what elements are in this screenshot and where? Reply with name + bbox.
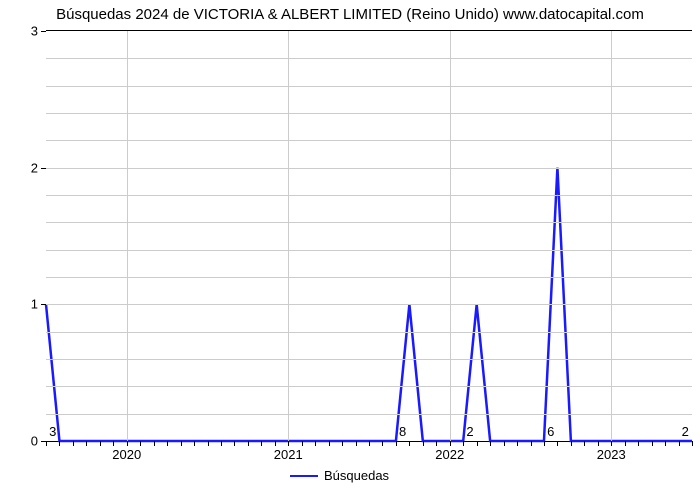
gridline-vertical bbox=[611, 31, 612, 441]
chart-title: Búsquedas 2024 de VICTORIA & ALBERT LIMI… bbox=[0, 6, 700, 23]
x-axis-tick-mark bbox=[234, 441, 235, 446]
x-axis-tick-mark bbox=[450, 441, 451, 446]
x-axis-tick-mark bbox=[248, 441, 249, 446]
gridline-vertical bbox=[127, 31, 128, 441]
x-axis-tick-mark bbox=[652, 441, 653, 446]
gridline-horizontal-minor bbox=[46, 222, 692, 223]
x-axis-tick-mark bbox=[611, 441, 612, 446]
plot-area: 0123202020212022202338262 bbox=[46, 30, 692, 442]
x-axis-tick-mark bbox=[490, 441, 491, 446]
gridline-horizontal bbox=[46, 168, 692, 169]
x-axis-tick-mark bbox=[369, 441, 370, 446]
x-axis-tick-mark bbox=[409, 441, 410, 446]
gridline-horizontal-minor bbox=[46, 386, 692, 387]
gridline-horizontal-minor bbox=[46, 414, 692, 415]
gridline-horizontal-minor bbox=[46, 58, 692, 59]
x-axis-secondary-label: 8 bbox=[399, 424, 406, 439]
x-axis-secondary-label: 2 bbox=[466, 424, 473, 439]
x-axis-tick-mark bbox=[221, 441, 222, 446]
x-axis-secondary-label: 3 bbox=[49, 424, 56, 439]
gridline-horizontal-minor bbox=[46, 250, 692, 251]
x-axis-tick-mark bbox=[73, 441, 74, 446]
legend-swatch bbox=[290, 475, 318, 477]
x-axis-tick-mark bbox=[571, 441, 572, 446]
x-axis-tick-mark bbox=[423, 441, 424, 446]
data-line bbox=[46, 31, 692, 441]
x-axis-tick-mark bbox=[113, 441, 114, 446]
y-axis-tick-label: 3 bbox=[31, 24, 38, 39]
x-axis-tick-mark bbox=[356, 441, 357, 446]
x-axis-tick-mark bbox=[517, 441, 518, 446]
x-axis-tick-mark bbox=[598, 441, 599, 446]
x-axis-tick-mark bbox=[315, 441, 316, 446]
gridline-horizontal-minor bbox=[46, 332, 692, 333]
gridline-horizontal-minor bbox=[46, 86, 692, 87]
x-axis-tick-mark bbox=[194, 441, 195, 446]
y-axis-tick-mark bbox=[41, 31, 46, 32]
legend-label: Búsquedas bbox=[324, 468, 389, 483]
x-axis-tick-mark bbox=[531, 441, 532, 446]
x-axis-tick-mark bbox=[584, 441, 585, 446]
x-axis-tick-mark bbox=[167, 441, 168, 446]
x-axis-tick-mark bbox=[59, 441, 60, 446]
gridline-horizontal-minor bbox=[46, 113, 692, 114]
x-axis-tick-mark bbox=[504, 441, 505, 446]
y-axis-tick-mark bbox=[41, 304, 46, 305]
x-axis-tick-mark bbox=[302, 441, 303, 446]
gridline-horizontal-minor bbox=[46, 195, 692, 196]
x-axis-tick-mark bbox=[342, 441, 343, 446]
x-axis-tick-mark bbox=[46, 441, 47, 446]
x-axis-tick-mark bbox=[140, 441, 141, 446]
legend: Búsquedas bbox=[290, 468, 389, 483]
x-axis-tick-mark bbox=[382, 441, 383, 446]
x-axis-tick-mark bbox=[261, 441, 262, 446]
x-axis-tick-mark bbox=[100, 441, 101, 446]
x-axis-secondary-label: 2 bbox=[682, 424, 689, 439]
x-axis-tick-mark bbox=[679, 441, 680, 446]
x-axis-tick-mark bbox=[288, 441, 289, 446]
x-axis-tick-mark bbox=[329, 441, 330, 446]
x-axis-tick-label: 2023 bbox=[597, 447, 626, 462]
y-axis-tick-mark bbox=[41, 168, 46, 169]
chart-container: Búsquedas 2024 de VICTORIA & ALBERT LIMI… bbox=[0, 0, 700, 500]
y-axis-tick-label: 2 bbox=[31, 160, 38, 175]
gridline-horizontal-minor bbox=[46, 140, 692, 141]
x-axis-tick-mark bbox=[436, 441, 437, 446]
gridline-vertical bbox=[450, 31, 451, 441]
x-axis-tick-mark bbox=[154, 441, 155, 446]
x-axis-tick-mark bbox=[544, 441, 545, 446]
x-axis-tick-mark bbox=[463, 441, 464, 446]
x-axis-tick-mark bbox=[127, 441, 128, 446]
x-axis-tick-mark bbox=[665, 441, 666, 446]
x-axis-tick-mark bbox=[477, 441, 478, 446]
x-axis-tick-label: 2020 bbox=[112, 447, 141, 462]
x-axis-tick-mark bbox=[625, 441, 626, 446]
gridline-vertical bbox=[288, 31, 289, 441]
x-axis-tick-mark bbox=[557, 441, 558, 446]
x-axis-tick-mark bbox=[396, 441, 397, 446]
x-axis-secondary-label: 6 bbox=[547, 424, 554, 439]
y-axis-tick-label: 1 bbox=[31, 297, 38, 312]
x-axis-tick-mark bbox=[638, 441, 639, 446]
y-axis-tick-label: 0 bbox=[31, 434, 38, 449]
x-axis-tick-mark bbox=[181, 441, 182, 446]
x-axis-tick-label: 2021 bbox=[274, 447, 303, 462]
gridline-horizontal bbox=[46, 304, 692, 305]
x-axis-tick-mark bbox=[208, 441, 209, 446]
x-axis-tick-mark bbox=[275, 441, 276, 446]
gridline-horizontal-minor bbox=[46, 359, 692, 360]
gridline-horizontal-minor bbox=[46, 277, 692, 278]
x-axis-tick-label: 2022 bbox=[435, 447, 464, 462]
x-axis-tick-mark bbox=[692, 441, 693, 446]
x-axis-tick-mark bbox=[86, 441, 87, 446]
